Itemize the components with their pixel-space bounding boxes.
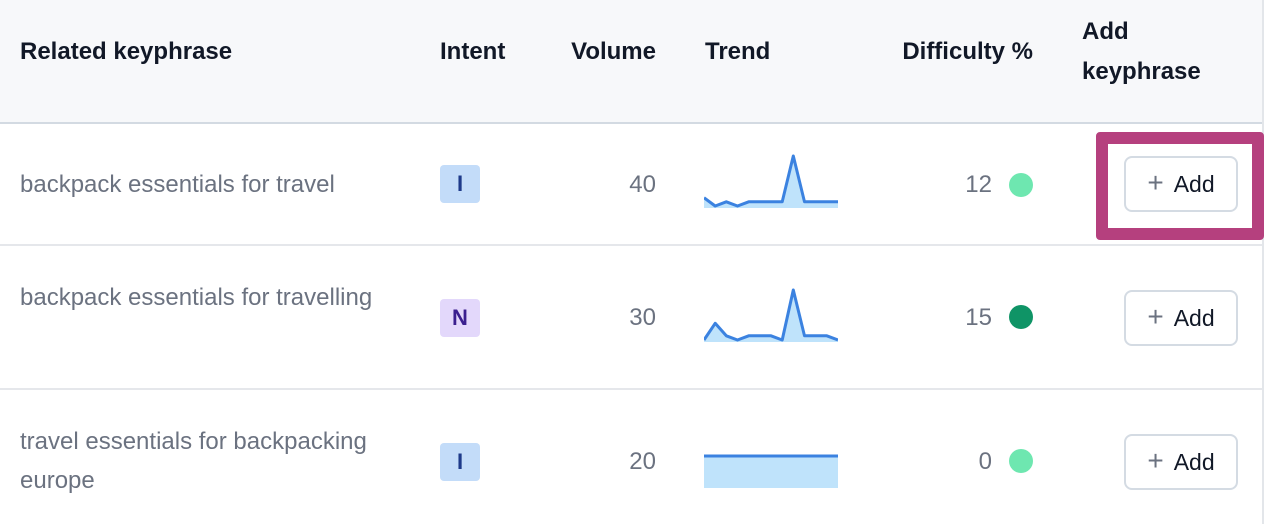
add-keyphrase-button[interactable]: + Add (1124, 434, 1238, 490)
trend-line (704, 154, 838, 208)
trend-area (704, 156, 838, 208)
column-header-add-line1: Add (1082, 18, 1129, 45)
plus-icon: + (1147, 300, 1164, 332)
difficulty-indicator-dot (1009, 305, 1033, 329)
difficulty-indicator-dot (1009, 173, 1033, 197)
intent-badge: I (440, 165, 480, 203)
keyphrase-text: backpack essentials for travelling (20, 284, 373, 311)
column-header-difficulty: Difficulty % (902, 38, 1033, 65)
table-row: travel essentials for backpacking europe… (0, 390, 1262, 524)
column-header-volume: Volume (571, 38, 656, 65)
trend-sparkline (704, 154, 838, 208)
plus-icon: + (1147, 166, 1164, 198)
intent-badge: I (440, 443, 480, 481)
table-header: Related keyphrase Intent Volume Trend Di… (0, 0, 1262, 124)
volume-value: 20 (629, 448, 656, 475)
keyphrase-text: backpack essentials for travel (20, 171, 335, 198)
column-header-intent: Intent (440, 38, 506, 65)
difficulty-value: 12 (965, 171, 992, 198)
keyphrase-text: travel essentials for backpacking europe (20, 428, 367, 494)
difficulty-value: 0 (978, 448, 992, 475)
volume-value: 40 (629, 171, 656, 198)
trend-sparkline (704, 454, 838, 488)
add-keyphrase-button[interactable]: + Add (1124, 290, 1238, 346)
add-keyphrase-button[interactable]: + Add (1124, 156, 1238, 212)
add-button-label: Add (1173, 304, 1215, 331)
trend-line (704, 288, 838, 342)
difficulty-value: 15 (965, 304, 992, 331)
plus-icon: + (1147, 444, 1164, 476)
table-row: backpack essentials for travelling N 30 … (0, 246, 1262, 390)
column-header-add-line2: keyphrase (1082, 58, 1201, 85)
trend-sparkline (704, 288, 838, 342)
add-button-label: Add (1173, 448, 1215, 475)
add-button-label: Add (1173, 170, 1215, 197)
column-header-trend: Trend (705, 38, 771, 65)
trend-area (704, 456, 838, 488)
difficulty-indicator-dot (1009, 449, 1033, 473)
intent-badge: N (440, 299, 480, 337)
volume-value: 30 (629, 304, 656, 331)
column-header-keyphrase: Related keyphrase (20, 38, 233, 65)
table-row: backpack essentials for travel I 40 12 +… (0, 124, 1262, 246)
